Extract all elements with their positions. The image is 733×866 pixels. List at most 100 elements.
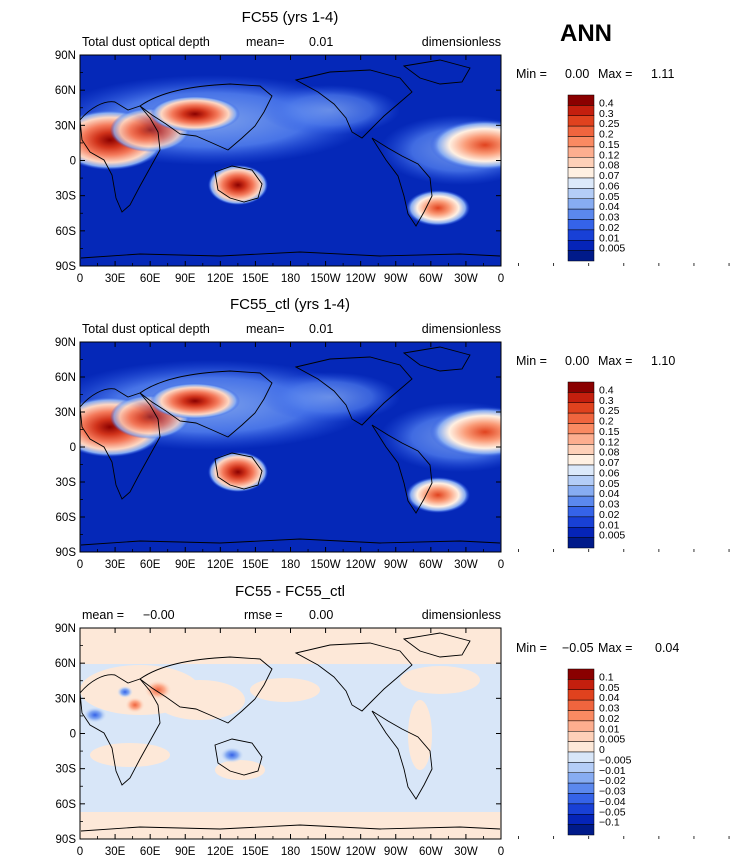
panel-2: FC55_ctl (yrs 1-4) Total dust optical de… xyxy=(55,296,730,571)
colorbar-swatch xyxy=(567,699,595,711)
colorbar-label: 0.4 xyxy=(599,97,614,109)
colorbar-label: 0.1 xyxy=(599,671,614,683)
y-tick-label: 30N xyxy=(55,693,76,705)
west-africa-negative-difference xyxy=(83,707,107,723)
x-tick-label: 180 xyxy=(281,273,300,285)
x-tick-label: 150W xyxy=(311,273,341,285)
colorbar-label: 0.25 xyxy=(599,118,620,130)
colorbar-swatch xyxy=(567,495,595,507)
colorbar-label: 0.04 xyxy=(599,201,620,213)
mean-value: −0.00 xyxy=(143,608,175,622)
mean-label: mean= xyxy=(246,35,285,49)
x-tick-label: 120W xyxy=(346,273,376,285)
colorbar-swatch xyxy=(567,814,595,825)
panel-title: FC55 - FC55_ctl xyxy=(235,583,345,600)
y-tick-label: 60N xyxy=(55,85,76,97)
colorbar-label: −0.005 xyxy=(599,754,632,766)
colorbar-label: 0.005 xyxy=(599,243,625,255)
x-tick-label: 90W xyxy=(384,273,408,285)
colorbar-swatch xyxy=(567,412,595,424)
units-label: dimensionless xyxy=(422,35,501,49)
y-tick-label: 60S xyxy=(56,226,77,238)
x-tick-label: 60E xyxy=(140,559,161,571)
atlantic-dust-outflow xyxy=(430,407,501,457)
x-tick-label: 120E xyxy=(207,559,234,571)
colorbar-label: −0.1 xyxy=(599,817,620,829)
colorbar-swatch xyxy=(567,229,595,241)
colorbar-label: 0.05 xyxy=(599,682,620,694)
colorbar-swatch xyxy=(567,146,595,158)
min-value: 0.00 xyxy=(565,67,589,81)
x-tick-label: 150E xyxy=(242,846,269,858)
colorbar-label: 0.15 xyxy=(599,139,620,151)
x-tick-label: 60E xyxy=(140,273,161,285)
x-axis: 0 30E 60E 90E 120E 150E 180 150W 120W 90W 60W 30W 0 xyxy=(77,628,730,858)
min-value: 0.00 xyxy=(565,354,589,368)
panel-3: FC55 - FC55_ctl mean = −0.00 rmse = 0.00… xyxy=(55,583,730,858)
max-value: 1.11 xyxy=(651,67,674,81)
x-tick-label: 30W xyxy=(454,559,478,571)
colorbar-swatch xyxy=(567,668,595,680)
australia-dust-maximum xyxy=(208,165,268,205)
colorbar-swatch xyxy=(567,824,595,836)
x-tick-label: 0 xyxy=(77,559,83,571)
colorbar-label: 0.4 xyxy=(599,384,614,396)
patagonia-dust-maximum xyxy=(406,190,470,226)
colorbar-label: 0.05 xyxy=(599,478,620,490)
colorbar-label: 0.06 xyxy=(599,467,620,479)
x-tick-label: 30W xyxy=(454,846,478,858)
colorbar-swatch xyxy=(567,392,595,403)
y-tick-label: 0 xyxy=(70,442,76,454)
colorbar-swatch xyxy=(567,177,595,189)
y-tick-label: 30S xyxy=(56,764,77,776)
panel-title: FC55_ctl (yrs 1-4) xyxy=(230,296,350,313)
x-tick-label: 30E xyxy=(105,273,126,285)
colorbar-label: 0.02 xyxy=(599,509,620,521)
x-tick-label: 60E xyxy=(140,846,161,858)
colorbar-label: 0.08 xyxy=(599,447,620,459)
colorbar-label: −0.01 xyxy=(599,765,626,777)
colorbar: 0.10.050.040.030.020.010.0050−0.005−0.01… xyxy=(567,668,632,836)
colorbar: 0.40.30.250.20.150.120.080.070.060.050.0… xyxy=(567,381,625,549)
colorbar-swatch xyxy=(567,433,595,445)
colorbar-label: 0.08 xyxy=(599,160,620,172)
colorbar-swatch xyxy=(567,751,595,763)
x-tick-label: 180 xyxy=(281,846,300,858)
x-tick-label: 60W xyxy=(419,846,443,858)
central-asia-positive-difference xyxy=(144,680,172,700)
colorbar-swatch xyxy=(567,741,595,753)
colorbar-label: 0.02 xyxy=(599,222,620,234)
x-tick-label: 0 xyxy=(77,273,83,285)
colorbar-swatch xyxy=(567,475,595,486)
colorbar-swatch xyxy=(567,803,595,815)
x-tick-label: 120E xyxy=(207,273,234,285)
min-label: Min = xyxy=(516,641,547,655)
x-tick-label: 90E xyxy=(175,273,196,285)
x-tick-label: 0 xyxy=(498,559,504,571)
colorbar-swatch xyxy=(567,157,595,168)
colorbar-swatch xyxy=(567,506,595,518)
colorbar-swatch xyxy=(567,125,595,137)
y-tick-label: 90S xyxy=(56,547,77,559)
atlantic-dust-outflow xyxy=(430,120,501,170)
middle-east-positive-difference xyxy=(125,697,145,713)
x-axis: 0 30E 60E 90E 120E 150E 180 150W 120W 90W 60W 30W 0 xyxy=(77,55,730,285)
patagonia-dust-maximum xyxy=(406,477,470,513)
colorbar-label: 0.3 xyxy=(599,395,614,407)
x-tick-label: 150E xyxy=(242,559,269,571)
colorbar-swatch xyxy=(567,782,595,794)
colorbar-swatch xyxy=(567,381,595,393)
y-tick-label: 60N xyxy=(55,372,76,384)
colorbar-label: 0.25 xyxy=(599,405,620,417)
x-tick-label: 120W xyxy=(346,559,376,571)
x-tick-label: 120W xyxy=(346,846,376,858)
asia-dust-maximum xyxy=(150,96,240,132)
colorbar-label: 0.01 xyxy=(599,723,620,735)
data-field xyxy=(80,59,501,259)
y-tick-label: 90N xyxy=(55,50,76,62)
rmse-value: 0.00 xyxy=(309,608,333,622)
map-area: 0 30E 60E 90E 120E 150E 180 150W 120W 90W 60W 30W 0 … xyxy=(55,50,730,285)
colorbar-swatch xyxy=(567,762,595,773)
map-area: 0 30E 60E 90E 120E 150E 180 150W 120W 90W 60W 30W 0 … xyxy=(55,337,730,571)
colorbar-label: 0.01 xyxy=(599,232,620,244)
